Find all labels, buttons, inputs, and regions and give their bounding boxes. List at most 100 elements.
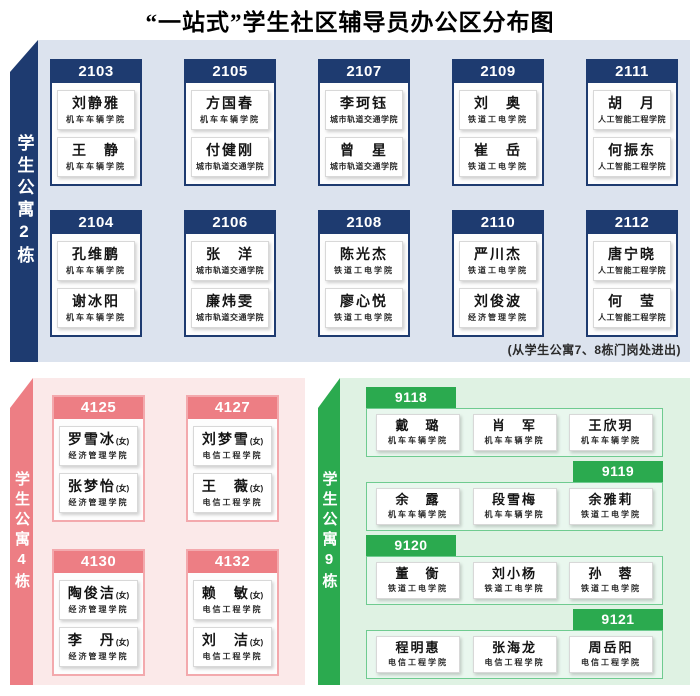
staff-dept: 铁道工电学院 bbox=[581, 510, 641, 520]
staff-name: 刘梦雪(女) bbox=[201, 431, 264, 447]
staff-gender-suffix: (女) bbox=[249, 591, 264, 601]
staff-name: 戴 璐 bbox=[395, 418, 441, 434]
staff-card: 刘梦雪(女) 电信工程学院 bbox=[193, 426, 272, 467]
staff-card: 李 丹(女) 经济管理学院 bbox=[59, 627, 138, 668]
staff-card: 刘静雅 机车车辆学院 bbox=[57, 90, 135, 131]
room-group-9119: 9119 余 露机车车辆学院 段雪梅 机车车辆学院 余雅莉 铁道工电学院 bbox=[366, 461, 663, 531]
staff-name: 胡 月 bbox=[608, 95, 656, 111]
room-number: 2112 bbox=[588, 212, 676, 235]
staff-dept: 人工智能工程学院 bbox=[598, 114, 666, 124]
room-number: 2106 bbox=[186, 212, 274, 235]
staff-dept: 经济管理学院 bbox=[68, 450, 129, 460]
staff-card: 方国春 机车车辆学院 bbox=[191, 90, 269, 131]
staff-card: 刘 洁(女) 电信工程学院 bbox=[193, 627, 272, 668]
staff-name: 周岳阳 bbox=[588, 640, 634, 656]
building-2-panel: 2103 刘静雅 机车车辆学院王 静机车车辆学院 2105 方国春 机车车辆学院 付健刚 城市… bbox=[38, 40, 690, 362]
room-box: 董 衡铁道工电学院 刘小杨 铁道工电学院孙 蓉铁道工电学院 bbox=[366, 556, 663, 605]
staff-card: 唐宁晓 人工智能工程学院 bbox=[593, 241, 671, 282]
room-card-4130: 4130 陶俊洁(女) 经济管理学院李 丹(女) 经济管理学院 bbox=[52, 549, 145, 677]
staff-name: 余雅莉 bbox=[588, 492, 634, 508]
building-4-section: 学生公寓4栋 4125 罗雪冰(女) 经济管理学院 张梦怡(女) 经济管理学院 4127 刘… bbox=[10, 378, 305, 685]
room-number: 4127 bbox=[188, 397, 277, 419]
room-body: 严川杰 铁道工电学院 刘俊波 经济管理学院 bbox=[454, 234, 542, 335]
staff-card: 廉炜雯城市轨道交通学院 bbox=[191, 288, 269, 329]
staff-name: 谢冰阳 bbox=[72, 293, 120, 310]
room-body: 方国春 机车车辆学院 付健刚 城市轨道交通学院 bbox=[186, 83, 274, 184]
building-4-label-band: 学生公寓4栋 bbox=[10, 378, 33, 685]
building-2-label: 学生公寓2栋 bbox=[14, 134, 34, 268]
staff-name: 段雪梅 bbox=[491, 492, 537, 508]
staff-name: 刘 奥 bbox=[474, 95, 522, 111]
room-box: 余 露机车车辆学院 段雪梅机车车辆学院 余雅莉铁道工电学院 bbox=[366, 482, 663, 531]
staff-name: 赖 敏(女) bbox=[201, 585, 264, 602]
room-number: 4125 bbox=[54, 397, 143, 419]
room-card-2108: 2108 陈光杰 铁道工电学院 廖心悦 铁道工电学院 bbox=[318, 210, 410, 338]
staff-dept: 人工智能工程学院 bbox=[598, 265, 666, 275]
room-body: 李珂钰 城市轨道交通学院曾 星城市轨道交通学院 bbox=[320, 83, 408, 184]
staff-card: 刘小杨 铁道工电学院 bbox=[472, 562, 557, 599]
building-9-rooms: 9118 戴 璐机车车辆学院肖 军机车车辆学院 王欣玥 机车车辆学院 9119 余 露机车… bbox=[366, 387, 663, 679]
room-box: 戴 璐机车车辆学院肖 军机车车辆学院 王欣玥 机车车辆学院 bbox=[366, 408, 663, 457]
staff-name: 崔 岳 bbox=[474, 142, 522, 159]
room-box: 程明惠 电信工程学院 张海龙 电信工程学院 周岳阳 电信工程学院 bbox=[366, 630, 663, 679]
room-number: 2107 bbox=[320, 61, 408, 83]
staff-name: 罗雪冰(女) bbox=[67, 431, 130, 447]
staff-card: 余 露机车车辆学院 bbox=[376, 488, 460, 525]
room-number: 4130 bbox=[54, 551, 143, 574]
room-body: 刘 奥铁道工电学院崔 岳铁道工电学院 bbox=[454, 83, 542, 184]
room-number: 2105 bbox=[186, 61, 274, 83]
room-number: 2111 bbox=[588, 61, 676, 83]
building-2-section: 学生公寓2栋 2103 刘静雅 机车车辆学院王 静机车车辆学院 2105 方国春 机车车辆… bbox=[10, 40, 690, 362]
room-number-tab: 9120 bbox=[366, 535, 456, 556]
staff-name: 刘静雅 bbox=[72, 95, 120, 111]
staff-dept: 铁道工电学院 bbox=[468, 265, 528, 275]
building-9-label-band: 学生公寓9栋 bbox=[318, 378, 340, 685]
room-body: 罗雪冰(女) 经济管理学院 张梦怡(女) 经济管理学院 bbox=[54, 419, 143, 520]
staff-gender-suffix: (女) bbox=[115, 437, 130, 446]
room-number-tab: 9118 bbox=[366, 387, 456, 408]
entrance-note: (从学生公寓7、8栋门岗处进出) bbox=[507, 343, 681, 357]
building-9-label: 学生公寓9栋 bbox=[320, 470, 338, 593]
staff-dept: 城市轨道交通学院 bbox=[196, 312, 264, 322]
staff-name: 陈光杰 bbox=[340, 246, 388, 263]
staff-name: 刘 洁(女) bbox=[201, 632, 264, 649]
staff-name: 张海龙 bbox=[491, 640, 537, 656]
building-2-rooms: 2103 刘静雅 机车车辆学院王 静机车车辆学院 2105 方国春 机车车辆学院 付健刚 城市… bbox=[50, 59, 678, 338]
staff-dept: 经济管理学院 bbox=[68, 604, 129, 614]
staff-name: 张梦怡(女) bbox=[67, 478, 130, 495]
staff-dept: 城市轨道交通学院 bbox=[196, 161, 264, 171]
room-group-9121: 9121 程明惠 电信工程学院 张海龙 电信工程学院 周岳阳 电信工程学院 bbox=[366, 609, 663, 679]
room-group-9120: 9120 董 衡铁道工电学院 刘小杨 铁道工电学院孙 蓉铁道工电学院 bbox=[366, 535, 663, 605]
staff-dept: 城市轨道交通学院 bbox=[330, 161, 398, 171]
staff-card: 崔 岳铁道工电学院 bbox=[459, 137, 537, 178]
staff-name: 王 静 bbox=[72, 142, 120, 159]
staff-card: 陈光杰 铁道工电学院 bbox=[325, 241, 403, 282]
staff-dept: 机车车辆学院 bbox=[66, 312, 126, 322]
room-card-2109: 2109 刘 奥铁道工电学院崔 岳铁道工电学院 bbox=[452, 59, 544, 187]
staff-card: 何 莹人工智能工程学院 bbox=[593, 288, 671, 329]
staff-card: 孔维鹏 机车车辆学院 bbox=[57, 241, 135, 282]
room-card-2106: 2106 张 洋城市轨道交通学院 廉炜雯 城市轨道交通学院 bbox=[184, 210, 276, 338]
staff-dept: 铁道工电学院 bbox=[388, 584, 448, 594]
room-card-2110: 2110 严川杰 铁道工电学院 刘俊波 经济管理学院 bbox=[452, 210, 544, 338]
staff-dept: 机车车辆学院 bbox=[66, 161, 126, 171]
staff-name: 廖心悦 bbox=[340, 293, 388, 310]
staff-dept: 电信工程学院 bbox=[202, 497, 263, 507]
room-body: 刘梦雪(女) 电信工程学院王 薇(女) 电信工程学院 bbox=[188, 419, 277, 520]
staff-dept: 机车车辆学院 bbox=[484, 510, 545, 520]
room-body: 孔维鹏 机车车辆学院谢冰阳机车车辆学院 bbox=[52, 234, 140, 335]
room-number: 2110 bbox=[454, 212, 542, 235]
staff-dept: 机车车辆学院 bbox=[200, 114, 260, 124]
staff-dept: 电信工程学院 bbox=[581, 658, 641, 668]
room-body: 赖 敏(女) 电信工程学院刘 洁(女) 电信工程学院 bbox=[188, 573, 277, 674]
staff-name: 何振东 bbox=[608, 142, 656, 159]
staff-name: 廉炜雯 bbox=[206, 293, 254, 310]
staff-card: 肖 军机车车辆学院 bbox=[472, 414, 557, 451]
building-4-rooms: 4125 罗雪冰(女) 经济管理学院 张梦怡(女) 经济管理学院 4127 刘梦雪(女) 电信… bbox=[52, 395, 279, 677]
staff-card: 孙 蓉铁道工电学院 bbox=[569, 562, 653, 599]
room-number: 4132 bbox=[188, 551, 277, 574]
staff-gender-suffix: (女) bbox=[249, 638, 264, 648]
staff-card: 王 静机车车辆学院 bbox=[57, 137, 135, 178]
room-card-2112: 2112 唐宁晓 人工智能工程学院何 莹人工智能工程学院 bbox=[586, 210, 678, 338]
